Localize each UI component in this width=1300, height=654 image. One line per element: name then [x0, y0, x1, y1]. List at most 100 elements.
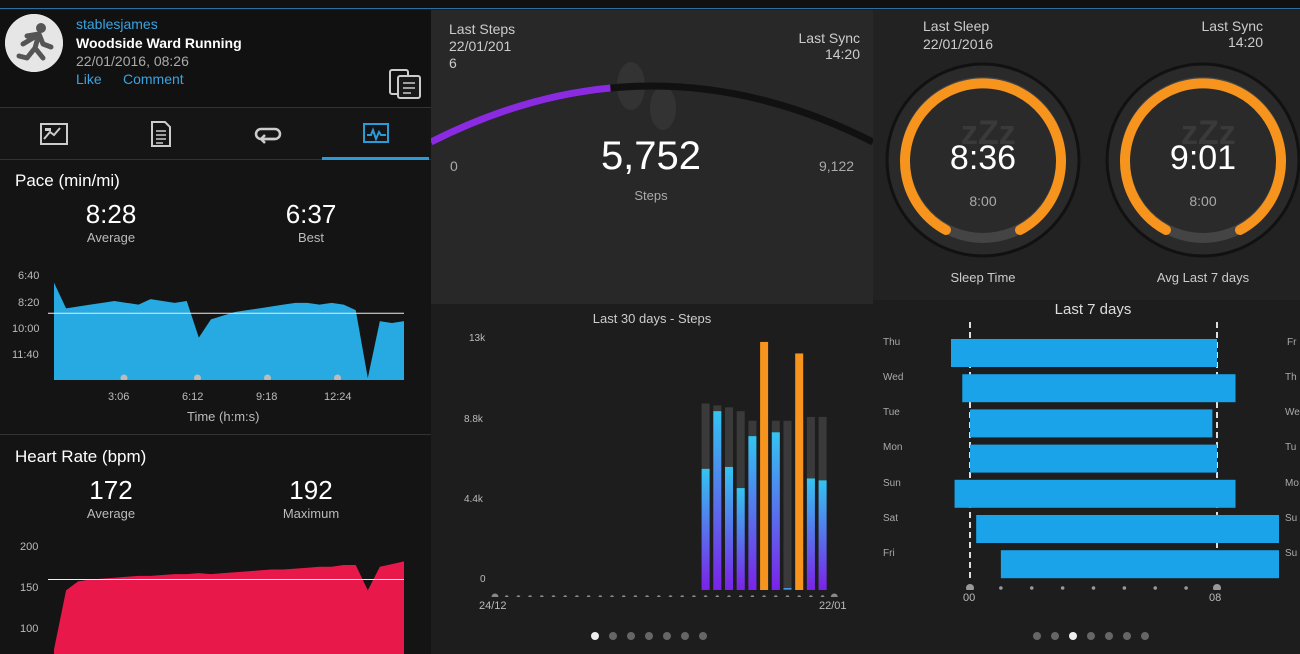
laps-icon	[254, 127, 281, 144]
pace-x-tick-dot	[194, 374, 201, 380]
week-x-end: 08	[1209, 592, 1222, 604]
steps-card[interactable]: Last Steps 22/01/201 6 Last Sync 14:20 5…	[431, 10, 873, 304]
hr-average-label: Average	[86, 506, 136, 521]
steps-y-tick: 13k	[469, 333, 486, 344]
heart-rate-chart	[48, 561, 404, 654]
last-steps-date-cont: 6	[449, 55, 457, 71]
page-dot[interactable]	[627, 632, 635, 640]
hr-max-label: Maximum	[282, 506, 340, 521]
steps-day-dot	[738, 595, 743, 597]
avg-sleep-goal: 8:00	[1189, 193, 1217, 209]
steps-day-dot	[692, 595, 696, 597]
week-x-dot	[1122, 586, 1127, 590]
page-dot[interactable]	[699, 632, 707, 640]
page-dot[interactable]	[1123, 632, 1131, 640]
week-x-dot	[999, 586, 1003, 590]
page-dot[interactable]	[645, 632, 653, 640]
footprint-icon	[617, 62, 676, 130]
pace-y-tick: 11:40	[12, 349, 39, 361]
activity-panel: stablesjames Woodside Ward Running 22/01…	[0, 10, 431, 654]
runner-avatar-icon[interactable]	[5, 14, 63, 72]
steps-day-dot	[657, 595, 661, 597]
page-dot[interactable]	[1033, 632, 1041, 640]
day-label: Wed	[883, 372, 904, 383]
steps-day-dot	[715, 595, 720, 597]
page-dot[interactable]	[681, 632, 689, 640]
page-dot[interactable]	[591, 632, 599, 640]
pace-y-tick: 10:00	[12, 323, 40, 335]
pace-title: Pace (min/mi)	[15, 171, 120, 190]
week-x-dot	[1184, 586, 1188, 590]
copy-icon[interactable]	[386, 66, 426, 102]
sleep-time-value: 8:36	[949, 139, 1017, 177]
day-label-right: Tu	[1285, 442, 1297, 453]
page-dot[interactable]	[663, 632, 671, 640]
day-label: Tue	[883, 407, 900, 418]
steps-day-dot	[680, 595, 684, 597]
avg-sleep-ring: zZz	[1105, 62, 1300, 258]
day-label-right: We	[1285, 407, 1300, 418]
steps-day-dot	[727, 595, 731, 597]
steps-bar	[736, 488, 745, 590]
steps-x-end: 22/01	[819, 600, 847, 612]
page-indicator[interactable]	[1033, 632, 1149, 640]
comment-link[interactable]: Comment	[123, 71, 184, 87]
steps-day-dot	[586, 595, 591, 597]
last-sync-label: Last Sync	[798, 30, 860, 46]
steps-bar	[806, 478, 815, 590]
last-sync-time: 14:20	[1227, 34, 1263, 50]
steps-day-dot	[668, 595, 673, 597]
last-steps-label: Last Steps	[449, 21, 516, 37]
steps-day-dot	[774, 595, 778, 597]
tab-charts[interactable]	[322, 108, 429, 160]
steps-day-dot	[491, 593, 499, 597]
steps-day-dot	[598, 595, 603, 597]
steps-day-dot	[528, 595, 532, 597]
pace-chart	[48, 282, 404, 380]
gauge-progress	[431, 82, 873, 146]
steps-day-dot	[797, 595, 801, 597]
steps-value: 5,752	[600, 134, 702, 178]
week-sleep-chart	[951, 322, 1279, 590]
last-sleep-label: Last Sleep	[923, 18, 990, 34]
steps-bar	[783, 588, 792, 590]
tab-laps[interactable]	[214, 108, 321, 160]
tab-overview[interactable]	[0, 108, 107, 160]
steps-bar	[701, 468, 710, 590]
steps-y-tick: 0	[480, 574, 486, 585]
page-dot[interactable]	[1087, 632, 1095, 640]
avg-sleep-value: 9:01	[1169, 139, 1237, 177]
day-label-right: Mo	[1285, 478, 1299, 489]
sleep-rings: zZz zZz	[885, 62, 1300, 258]
pace-best-label: Best	[297, 230, 324, 245]
sleep-time-caption: Sleep Time	[950, 270, 1016, 285]
day-label: Sun	[883, 478, 901, 489]
sleep-card[interactable]: Last Sleep 22/01/2016 Last Sync 14:20 zZ…	[873, 10, 1300, 300]
page-dot[interactable]	[1051, 632, 1059, 640]
sleep-bar	[970, 444, 1217, 473]
like-link[interactable]: Like	[76, 71, 102, 87]
steps-day-dot	[762, 595, 766, 597]
steps-30days-title: Last 30 days - Steps	[592, 311, 712, 326]
page-dot[interactable]	[609, 632, 617, 640]
steps-bar	[748, 436, 757, 590]
tab-details[interactable]	[107, 108, 214, 160]
steps-day-dot	[703, 595, 708, 597]
steps-day-dot	[551, 595, 556, 597]
username-link[interactable]: stablesjames	[76, 16, 158, 32]
page-dot[interactable]	[1069, 632, 1077, 640]
page-dot[interactable]	[1105, 632, 1113, 640]
activity-title: Woodside Ward Running	[76, 35, 242, 51]
hr-area	[54, 561, 404, 654]
avg-sleep-caption: Avg Last 7 days	[1156, 270, 1250, 285]
steps-day-dot	[750, 595, 755, 597]
hr-y-tick: 150	[20, 582, 39, 594]
zzz-icon: zZz	[1181, 114, 1236, 152]
activity-date: 22/01/2016, 08:26	[76, 53, 189, 69]
week-x-dot	[1029, 586, 1034, 590]
steps-y-tick: 8.8k	[464, 414, 483, 425]
last-sync-label: Last Sync	[1201, 18, 1263, 34]
sleep-bar	[951, 339, 1217, 367]
page-dot[interactable]	[1141, 632, 1149, 640]
page-indicator[interactable]	[591, 632, 707, 640]
